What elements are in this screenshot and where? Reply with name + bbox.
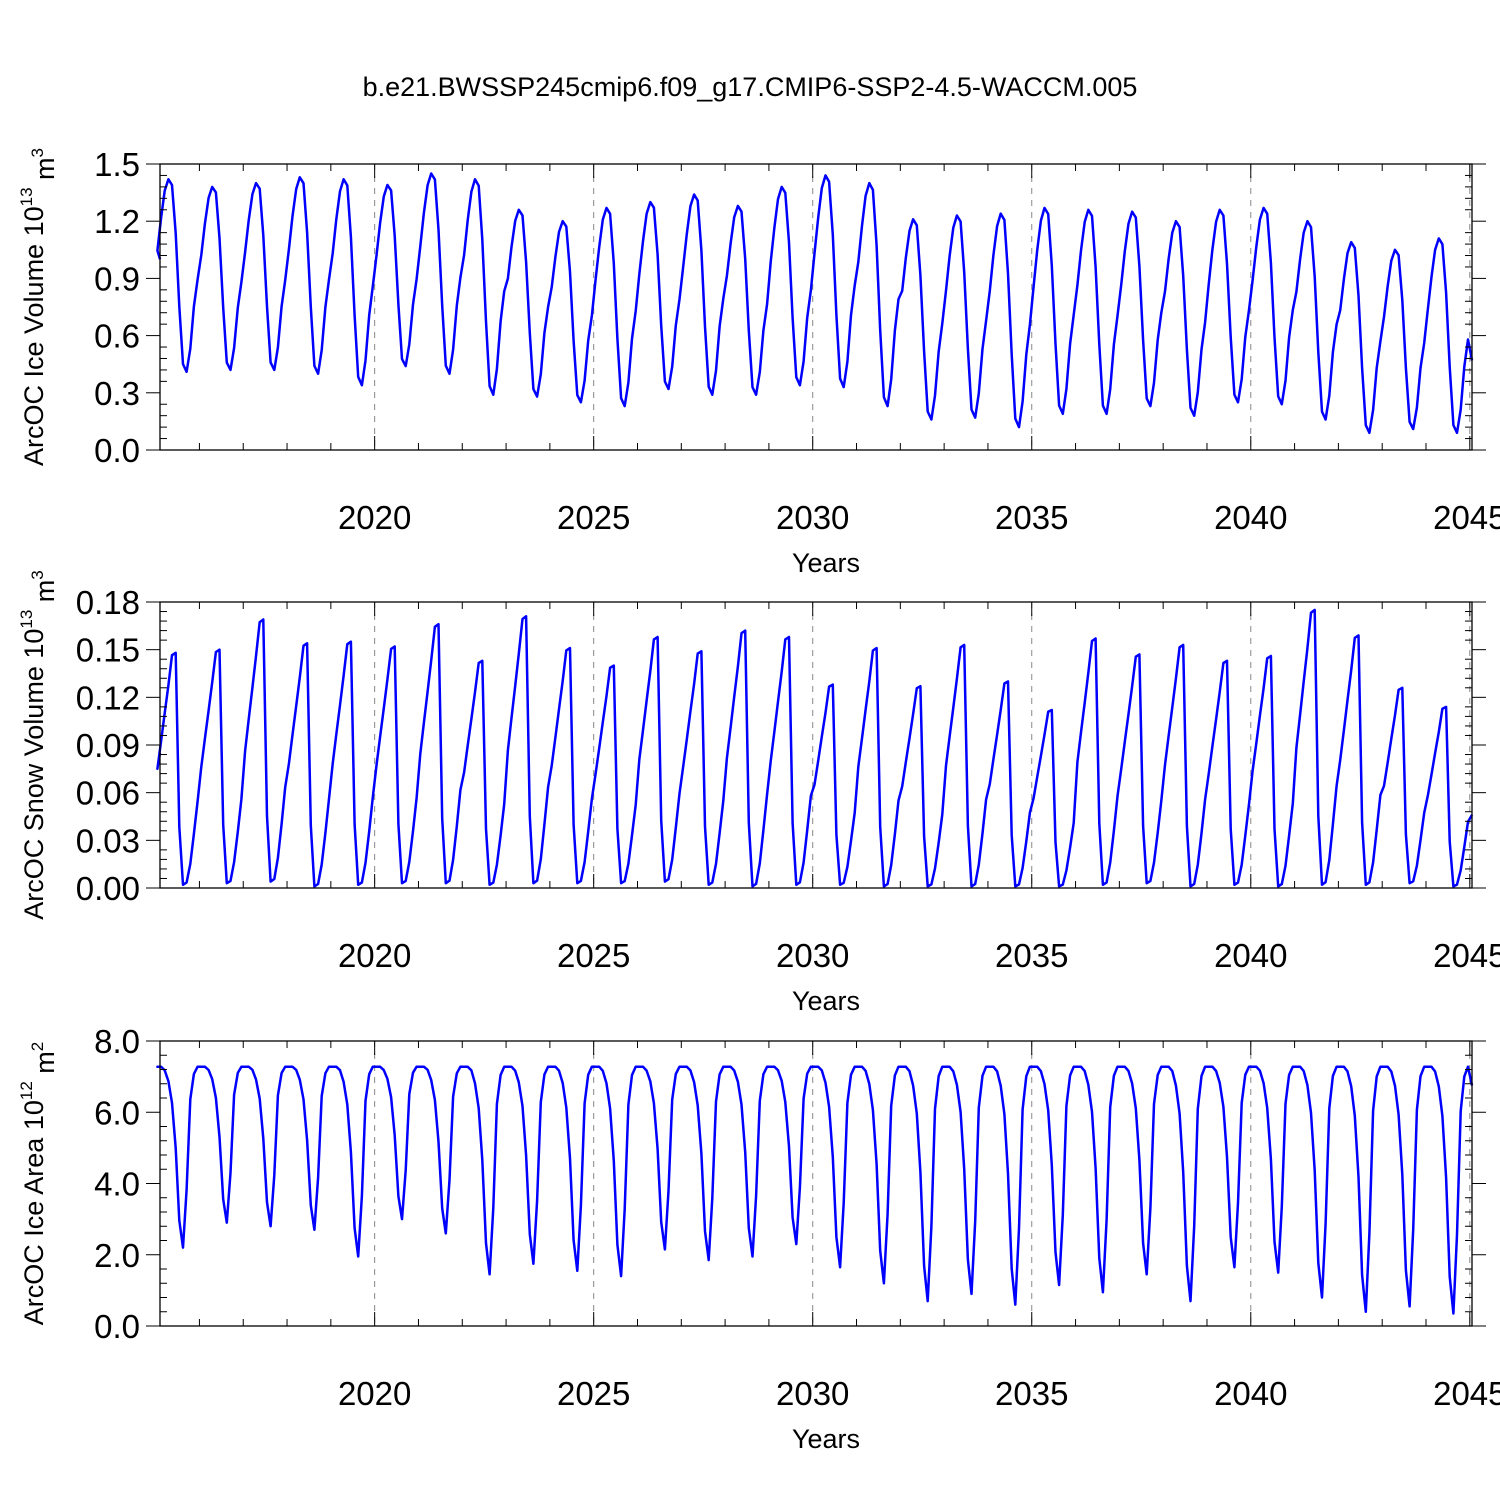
series-line-arcoc-snow-volume — [156, 608, 1474, 888]
y-axis-label-part: 3 — [28, 148, 47, 157]
x-tick-label: 2045 — [1433, 499, 1500, 536]
plot-frame — [159, 163, 1473, 451]
chart-panel-3: 0.0 2.0 4.0 6.0 8.0 2020 2025 2030 2035 2040 2045 Y… — [17, 1023, 1500, 1454]
chart-panel-2: 0.00 0.03 0.06 0.09 0.12 0.15 0.18 2020 2025 2030… — [17, 570, 1500, 1016]
figure-title: b.e21.BWSSP245cmip6.f09_g17.CMIP6-SSP2-4… — [363, 72, 1138, 102]
x-axis-label: Years — [792, 986, 860, 1016]
y-tick-label: 0.9 — [94, 260, 140, 297]
x-tick-label: 2020 — [338, 499, 411, 536]
series-line-arcoc-ice-area — [156, 1065, 1474, 1315]
y-tick-label: 2.0 — [94, 1237, 140, 1274]
y-axis-label-part: ArcOC Ice Volume 10 — [19, 206, 49, 466]
y-axis-label-part: ArcOC Ice Area 10 — [19, 1100, 49, 1325]
y-tick-label: 0.09 — [76, 727, 140, 764]
x-tick-label: 2040 — [1214, 937, 1287, 974]
x-tick-label: 2025 — [557, 1375, 630, 1412]
y-axis-label-part: 2 — [28, 1042, 47, 1051]
y-tick-label: 0.15 — [76, 632, 140, 669]
y-tick-label: 1.5 — [94, 146, 140, 183]
x-axis-label: Years — [792, 1424, 860, 1454]
y-tick-label: 0.00 — [76, 870, 140, 907]
x-tick-label: 2025 — [557, 499, 630, 536]
y-axis-label-part: 13 — [17, 610, 36, 629]
series-line-arcoc-ice-volume — [156, 172, 1474, 435]
y-axis-label: ArcOC Ice Area 1012 m2 — [17, 1042, 60, 1326]
y-axis-label-part: m — [30, 157, 60, 187]
y-axis-label-part: m — [30, 1051, 60, 1081]
x-tick-label: 2045 — [1433, 1375, 1500, 1412]
y-tick-label: 6.0 — [94, 1094, 140, 1131]
y-axis-label: ArcOC Snow Volume 1013 m3 — [17, 570, 60, 920]
x-tick-label: 2045 — [1433, 937, 1500, 974]
y-tick-label: 0.12 — [76, 679, 140, 716]
y-tick-label: 8.0 — [94, 1023, 140, 1060]
y-tick-label: 0.3 — [94, 375, 140, 412]
x-tick-label: 2040 — [1214, 1375, 1287, 1412]
x-axis-label: Years — [792, 548, 860, 578]
y-axis-label-part: 13 — [17, 187, 36, 206]
y-axis-label-part: m — [30, 580, 60, 610]
y-tick-label: 4.0 — [94, 1166, 140, 1203]
y-axis-label-part: 12 — [17, 1081, 36, 1100]
y-tick-label: 0.6 — [94, 318, 140, 355]
y-tick-label: 0.0 — [94, 1308, 140, 1345]
x-tick-label: 2035 — [995, 499, 1068, 536]
x-tick-label: 2030 — [776, 499, 849, 536]
y-axis-label: ArcOC Ice Volume 1013 m3 — [17, 148, 60, 466]
y-axis-label-part: ArcOC Snow Volume 10 — [19, 629, 49, 920]
y-axis-label-part: 3 — [28, 570, 47, 579]
y-tick-label: 0.03 — [76, 822, 140, 859]
x-tick-label: 2035 — [995, 937, 1068, 974]
x-tick-label: 2030 — [776, 937, 849, 974]
x-tick-label: 2040 — [1214, 499, 1287, 536]
x-tick-label: 2020 — [338, 1375, 411, 1412]
x-tick-label: 2035 — [995, 1375, 1068, 1412]
chart-panel-1: 0.0 0.3 0.6 0.9 1.2 1.5 2020 2025 2030 2035 2040 20… — [17, 146, 1500, 578]
y-tick-label: 0.06 — [76, 775, 140, 812]
x-tick-label: 2025 — [557, 937, 630, 974]
y-tick-label: 0.18 — [76, 584, 140, 621]
y-tick-label: 0.0 — [94, 432, 140, 469]
y-tick-label: 1.2 — [94, 203, 140, 240]
x-tick-label: 2030 — [776, 1375, 849, 1412]
plot-frame — [159, 1040, 1473, 1327]
x-tick-label: 2020 — [338, 937, 411, 974]
